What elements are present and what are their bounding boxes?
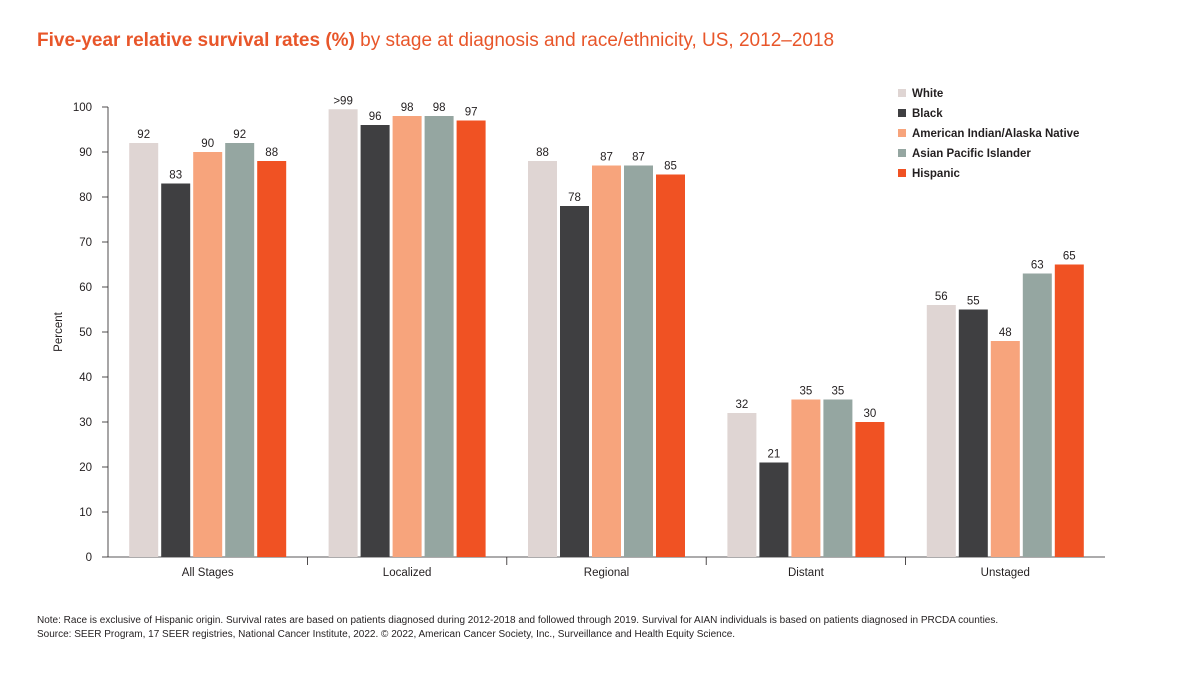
y-tick-label: 80 <box>79 192 92 204</box>
y-axis-label: Percent <box>53 311 65 351</box>
chart-title-bold: Five-year relative survival rates (%) <box>37 30 355 51</box>
bar <box>424 116 454 557</box>
bar-value-label: 63 <box>1031 260 1044 272</box>
y-tick-label: 60 <box>79 282 92 294</box>
bar <box>193 152 223 557</box>
bar-value-label: 35 <box>800 386 813 398</box>
legend-swatch <box>898 109 906 117</box>
bar <box>328 109 358 557</box>
bar-value-label: 87 <box>600 152 613 164</box>
bar-value-label: 88 <box>536 147 549 159</box>
bar <box>225 143 255 557</box>
bar <box>257 161 287 557</box>
bar <box>759 462 789 557</box>
bar <box>958 309 988 557</box>
bar <box>926 305 956 557</box>
y-tick-label: 0 <box>86 552 92 564</box>
bar <box>592 165 621 557</box>
bar-value-label: 96 <box>369 111 382 123</box>
legend-label: White <box>912 88 943 100</box>
x-category-label: Unstaged <box>981 567 1030 579</box>
bar-value-label: 30 <box>864 408 877 420</box>
x-category-label: Localized <box>383 567 432 579</box>
y-tick-label: 70 <box>79 237 92 249</box>
bar <box>823 399 853 557</box>
y-tick-label: 40 <box>79 372 92 384</box>
bar <box>990 341 1020 557</box>
bar-value-label: 55 <box>967 296 980 308</box>
chart-title: Five-year relative survival rates (%) by… <box>37 30 834 52</box>
bar-value-label: 87 <box>632 152 645 164</box>
bar <box>1022 273 1052 557</box>
bar <box>528 161 557 557</box>
y-tick-label: 20 <box>79 462 92 474</box>
legend-label: American Indian/Alaska Native <box>912 128 1079 140</box>
x-category-label: All Stages <box>182 567 234 579</box>
bar <box>791 399 821 557</box>
bar-value-label: >99 <box>333 95 353 107</box>
legend-label: Asian Pacific Islander <box>912 148 1031 160</box>
bar-value-label: 35 <box>832 386 845 398</box>
bar <box>727 413 757 557</box>
bar <box>656 174 685 557</box>
bar-value-label: 56 <box>935 291 948 303</box>
y-tick-label: 10 <box>79 507 92 519</box>
bar-value-label: 85 <box>664 161 677 173</box>
bar <box>129 143 159 557</box>
bar-chart: 0 10 20 30 40 50 60 70 80 90 100 Percent All Stages 9… <box>53 88 1105 579</box>
bar-value-label: 98 <box>433 102 446 114</box>
bar-value-label: 48 <box>999 327 1012 339</box>
legend-label: Hispanic <box>912 168 961 180</box>
bar <box>560 206 589 557</box>
bar <box>624 165 653 557</box>
legend-swatch <box>898 149 906 157</box>
x-category-label: Regional <box>584 567 629 579</box>
bar-value-label: 21 <box>768 449 781 461</box>
bar-value-label: 78 <box>568 192 581 204</box>
bar <box>855 422 885 557</box>
y-tick-label: 50 <box>79 327 92 339</box>
bar <box>1054 264 1084 557</box>
chart-notes: Note: Race is exclusive of Hispanic orig… <box>37 614 998 642</box>
bar <box>360 125 390 557</box>
y-tick-label: 90 <box>79 147 92 159</box>
legend-swatch <box>898 129 906 137</box>
source-text: Source: SEER Program, 17 SEER registries… <box>37 629 736 640</box>
bar <box>161 183 191 557</box>
x-category-label: Distant <box>788 567 825 579</box>
bar <box>456 120 486 557</box>
bar <box>392 116 422 557</box>
legend-swatch <box>898 169 906 177</box>
bar-value-label: 65 <box>1063 251 1076 263</box>
y-tick-label: 100 <box>73 102 92 114</box>
bar-value-label: 83 <box>169 170 182 182</box>
legend-label: Black <box>912 108 943 120</box>
bar-value-label: 98 <box>401 102 414 114</box>
bar-value-label: 92 <box>233 129 246 141</box>
y-tick-label: 30 <box>79 417 92 429</box>
bar-value-label: 97 <box>465 107 478 119</box>
bar-value-label: 92 <box>137 129 150 141</box>
chart-title-rest: by stage at diagnosis and race/ethnicity… <box>354 30 835 51</box>
bar-value-label: 32 <box>736 399 749 411</box>
bar-value-label: 90 <box>201 138 214 150</box>
bar-value-label: 88 <box>265 147 278 159</box>
note-text: Note: Race is exclusive of Hispanic orig… <box>37 615 999 626</box>
legend-swatch <box>898 89 906 97</box>
